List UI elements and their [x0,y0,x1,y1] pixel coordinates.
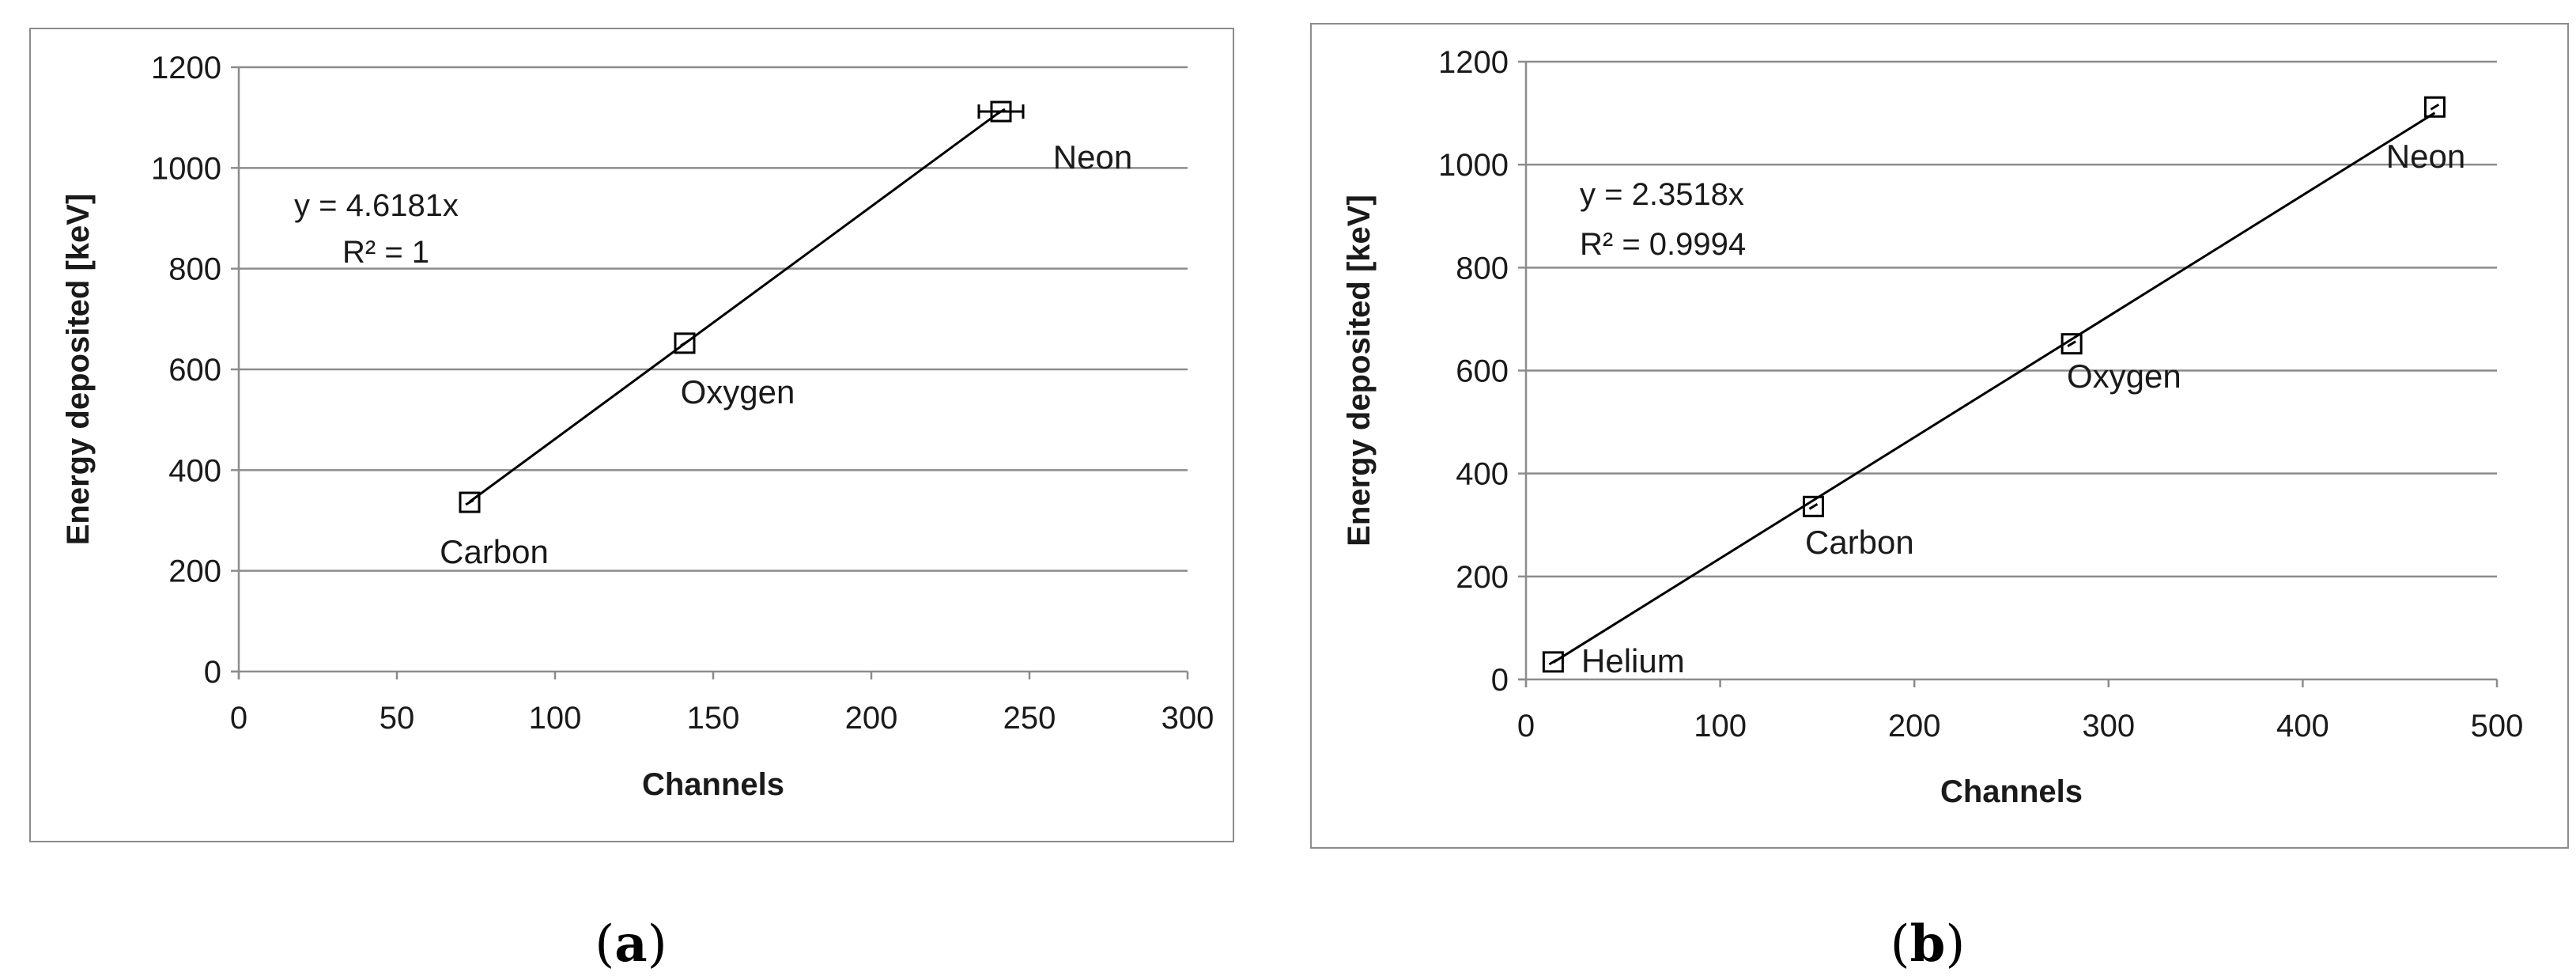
chart-b-x-tick-label: 300 [2082,709,2135,744]
chart-a-y-tick-label: 400 [168,453,221,488]
chart-a-label-neon: Neon [1053,138,1132,176]
chart-a-label-oxygen: Oxygen [681,373,795,411]
chart-b-label-neon: Neon [2386,138,2465,175]
chart-b-label-helium: Helium [1581,642,1685,679]
chart-a-y-tick-label: 800 [168,252,221,287]
chart-b-point-oxygen [2060,333,2083,355]
chart-a-x-tick-label: 100 [529,701,582,736]
chart-b-point-tick [1548,658,1558,666]
chart-b-y-tick-label: 1200 [1438,45,1509,80]
chart-a-y-tick-label: 1200 [151,51,221,85]
chart-a-x-tick-label: 200 [845,701,898,736]
chart-a-label-carbon: Carbon [440,533,549,570]
chart-a-y-axis-title: Energy deposited [keV] [61,194,96,546]
chart-b-y-tick-label: 800 [1456,251,1509,286]
chart-b-y-tick-label: 600 [1456,354,1509,389]
chart-b-trend-equation: y = 2.3518x [1580,177,1744,212]
chart-b-trendline [1552,112,2436,664]
chart-b-y-tick-label: 0 [1491,663,1509,698]
chart-a-x-tick-label: 250 [1003,701,1056,736]
chart-a-x-tick-label: 0 [230,701,247,736]
chart-b-trend-r2: R² = 0.9994 [1580,227,1746,262]
chart-b-label-oxygen: Oxygen [2067,358,2181,395]
caption-b: (b) [1890,914,1966,974]
caption-a: (a) [595,914,667,974]
chart-b-point-tick [1808,503,1819,510]
chart-b-point-tick [2067,340,2076,347]
chart-a-y-tick-label: 600 [168,353,221,388]
chart-a-y-tick-label: 200 [168,554,221,589]
panel-a-frame [29,28,1234,842]
chart-b-point-carbon [1802,495,1824,517]
chart-b-y-tick-label: 400 [1456,457,1509,492]
chart-a-trend-equation: y = 4.6181x [294,188,459,223]
chart-a: 0 200 400 600 800 1000 1200 0 50 100 150 200 250 300 C… [61,51,1214,802]
chart-b-x-tick-label: 100 [1694,709,1747,744]
chart-a-point-carbon [459,491,481,513]
chart-b-y-tick-label: 200 [1456,560,1509,595]
chart-b-y-axis-title: Energy deposited [keV] [1342,195,1377,547]
chart-a-point-tick [680,339,689,347]
chart-a-trendline [469,110,1002,503]
chart-a-point-tick [996,108,1006,115]
chart-a-point-neon [990,100,1012,123]
chart-a-point-oxygen [674,332,696,354]
chart-b-x-axis-title: Channels [1940,774,2083,809]
chart-b-label-carbon: Carbon [1805,524,1914,561]
chart-a-y-tick-label: 1000 [151,151,221,186]
chart-a-x-tick-label: 300 [1161,701,1214,736]
chart-a-point-tick [465,498,474,506]
chart-a-y-tick-label: 0 [204,655,221,690]
chart-a-x-tick-label: 50 [380,701,415,736]
chart-b-point-helium [1542,651,1564,673]
caption-b-letter: b [1910,914,1946,974]
chart-a-x-tick-label: 150 [687,701,740,736]
chart-b-x-tick-label: 200 [1888,709,1941,744]
chart-b-point-neon [2423,96,2446,118]
chart-b-x-tick-label: 0 [1517,709,1535,744]
chart-b-point-tick [2430,103,2440,111]
chart-b-x-tick-label: 500 [2471,709,2524,744]
chart-a-trend-r2: R² = 1 [342,235,429,270]
chart-b-y-tick-label: 1000 [1438,148,1509,183]
chart-a-x-axis-title: Channels [642,767,784,802]
chart-b: 0 200 400 600 800 1000 1200 0 100 200 300 400 500 Cha… [1342,45,2523,809]
caption-a-letter: a [614,914,647,974]
chart-b-x-tick-label: 400 [2276,709,2329,744]
